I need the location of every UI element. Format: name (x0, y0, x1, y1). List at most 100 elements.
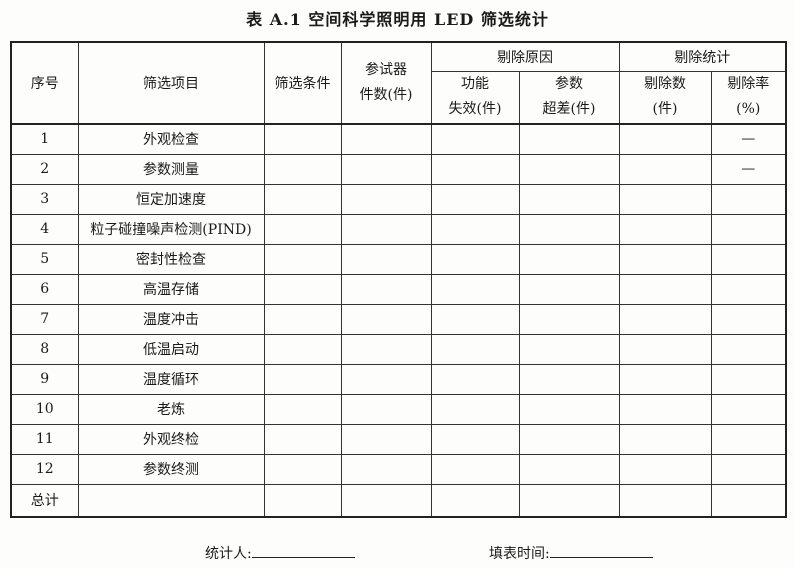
page-title: 表 A.1 空间科学照明用 LED 筛选统计 (246, 10, 549, 29)
cell-item: 外观检查 (77, 123, 265, 155)
table-row: 10 老炼 (10, 393, 787, 425)
cell-param-dev (518, 363, 620, 395)
fill-time-field: 填表时间: (489, 543, 653, 563)
header-reject-rate: 剔除率 (%) (710, 70, 787, 125)
cell-item: 密封性检查 (77, 243, 265, 275)
cell-devices (340, 303, 432, 335)
cell-item (77, 483, 265, 518)
cell-condition (263, 333, 342, 365)
cell-func-fail (430, 243, 520, 275)
cell-reject-rate (710, 423, 787, 455)
cell-reject-count (618, 243, 712, 275)
cell-reject-rate (710, 333, 787, 365)
table-row: 3 恒定加速度 (10, 183, 787, 215)
statistician-blank-line (251, 543, 355, 558)
cell-func-fail (430, 213, 520, 245)
cell-param-dev (518, 393, 620, 425)
cell-devices (340, 453, 432, 485)
cell-func-fail (430, 483, 520, 518)
cell-condition (263, 153, 342, 185)
cell-devices (340, 423, 432, 455)
cell-reject-rate (710, 213, 787, 245)
table-header: 序号 筛选项目 筛选条件 参试器 件数(件) 剔除原因 剔除统计 功能 失效(件… (10, 41, 787, 125)
cell-param-dev (518, 423, 620, 455)
cell-reject-count (618, 123, 712, 155)
cell-condition (263, 303, 342, 335)
cell-func-fail (430, 183, 520, 215)
table-row: 4 粒子碰撞噪声检测(PIND) (10, 213, 787, 245)
cell-func-fail (430, 363, 520, 395)
cell-reject-count (618, 303, 712, 335)
cell-func-fail (430, 453, 520, 485)
cell-reject-count (618, 333, 712, 365)
cell-func-fail (430, 333, 520, 365)
cell-condition (263, 393, 342, 425)
cell-devices (340, 273, 432, 305)
table-total-row: 总计 (10, 483, 787, 518)
cell-serial: 9 (10, 363, 79, 395)
table-row: 11 外观终检 (10, 423, 787, 455)
cell-condition (263, 363, 342, 395)
cell-item: 低温启动 (77, 333, 265, 365)
cell-func-fail (430, 423, 520, 455)
cell-param-dev (518, 483, 620, 518)
cell-devices (340, 483, 432, 518)
cell-reject-count (618, 153, 712, 185)
cell-reject-rate (710, 483, 787, 518)
cell-item: 参数终测 (77, 453, 265, 485)
cell-reject-rate: — (710, 153, 787, 185)
cell-serial: 4 (10, 213, 79, 245)
cell-reject-count (618, 363, 712, 395)
cell-func-fail (430, 123, 520, 155)
cell-param-dev (518, 333, 620, 365)
cell-devices (340, 123, 432, 155)
cell-item: 高温存储 (77, 273, 265, 305)
cell-func-fail (430, 153, 520, 185)
header-group-reject-stats: 剔除统计 (618, 41, 787, 72)
cell-reject-count (618, 183, 712, 215)
cell-reject-count (618, 393, 712, 425)
cell-item: 恒定加速度 (77, 183, 265, 215)
cell-param-dev (518, 243, 620, 275)
fill-time-blank-line (549, 543, 653, 558)
cell-serial: 2 (10, 153, 79, 185)
cell-param-dev (518, 303, 620, 335)
table-row: 8 低温启动 (10, 333, 787, 365)
cell-condition (263, 123, 342, 155)
cell-item: 温度循环 (77, 363, 265, 395)
cell-serial: 5 (10, 243, 79, 275)
cell-condition (263, 273, 342, 305)
cell-reject-rate (710, 183, 787, 215)
cell-func-fail (430, 393, 520, 425)
cell-param-dev (518, 123, 620, 155)
cell-condition (263, 183, 342, 215)
header-group-reject-reason: 剔除原因 (430, 41, 620, 72)
header-screening-item: 筛选项目 (77, 41, 265, 125)
statistician-label: 统计人: (205, 546, 252, 562)
cell-condition (263, 483, 342, 518)
cell-reject-rate (710, 393, 787, 425)
cell-param-dev (518, 153, 620, 185)
cell-serial: 6 (10, 273, 79, 305)
cell-reject-rate (710, 273, 787, 305)
cell-item: 老炼 (77, 393, 265, 425)
statistician-field: 统计人: (205, 543, 355, 563)
cell-param-dev (518, 183, 620, 215)
screening-statistics-table: 序号 筛选项目 筛选条件 参试器 件数(件) 剔除原因 剔除统计 功能 失效(件… (10, 41, 787, 518)
table-body: 1 外观检查 — 2 参数测量 — 3 恒定加速度 (10, 123, 787, 518)
table-row: 1 外观检查 — (10, 123, 787, 155)
cell-param-dev (518, 453, 620, 485)
cell-serial: 8 (10, 333, 79, 365)
cell-total-label: 总计 (10, 483, 79, 518)
cell-reject-count (618, 423, 712, 455)
header-functional-failure: 功能 失效(件) (430, 70, 520, 125)
table-row: 7 温度冲击 (10, 303, 787, 335)
cell-item: 外观终检 (77, 423, 265, 455)
cell-reject-count (618, 453, 712, 485)
cell-item: 温度冲击 (77, 303, 265, 335)
table-row: 2 参数测量 — (10, 153, 787, 185)
cell-devices (340, 393, 432, 425)
cell-reject-rate: — (710, 123, 787, 155)
cell-reject-count (618, 213, 712, 245)
